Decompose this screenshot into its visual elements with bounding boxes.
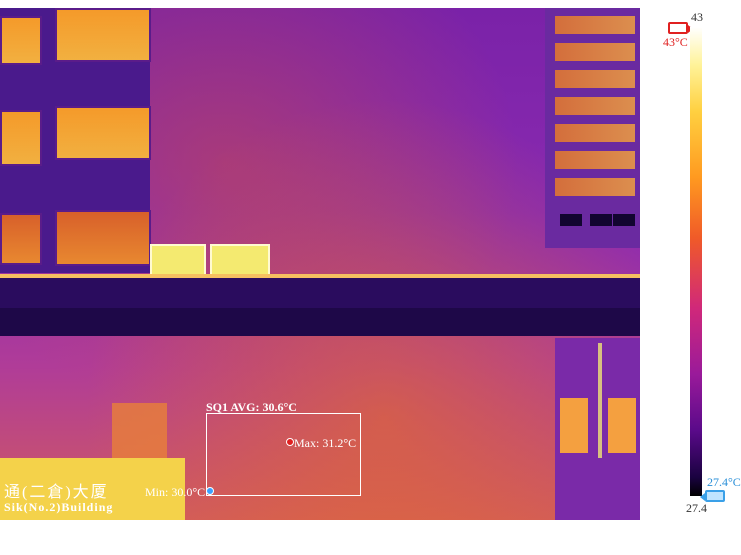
window (555, 151, 635, 169)
min-temp-label: Min: 30.0°C (145, 485, 206, 499)
window (0, 213, 42, 265)
window (555, 70, 635, 88)
low-temp-marker-icon[interactable] (700, 490, 725, 502)
pipe (598, 343, 602, 458)
min-point-marker[interactable] (206, 487, 214, 495)
building-left (0, 8, 151, 273)
wall-fixture (112, 403, 167, 458)
scale-max-value: 43 (691, 10, 703, 24)
vent (590, 214, 612, 226)
window (555, 97, 635, 115)
high-temp-marker-label: 43°C (663, 35, 688, 49)
color-scale-bar (690, 27, 702, 496)
building-sign (0, 458, 185, 520)
window (55, 8, 151, 62)
roi-box-sq1[interactable] (206, 413, 361, 496)
window (555, 178, 635, 196)
vent (560, 214, 582, 226)
low-temp-marker-label: 27.4°C (707, 475, 741, 489)
window (0, 16, 42, 65)
window (555, 16, 635, 34)
max-temp-label: Max: 31.2°C (294, 436, 357, 450)
window (55, 106, 151, 160)
thermal-image[interactable]: 通(二倉)大厦 Sik(No.2)Building (0, 8, 640, 520)
beam-shadow (0, 308, 640, 336)
roi-avg-label: SQ1 AVG: 30.6°C (206, 400, 297, 414)
sign-text-chinese: 通(二倉)大厦 (4, 484, 109, 501)
window (555, 43, 635, 61)
door (560, 398, 588, 453)
max-point-marker[interactable] (286, 438, 294, 446)
ledge-edge (0, 274, 640, 278)
window (55, 210, 151, 266)
sign-text-english: Sik(No.2)Building (4, 500, 114, 514)
window (555, 124, 635, 142)
door (608, 398, 636, 453)
high-temp-marker-icon[interactable] (668, 22, 693, 34)
vent (613, 214, 635, 226)
window (0, 110, 42, 166)
building-right (545, 8, 640, 248)
scale-min-value: 27.4 (686, 501, 707, 515)
